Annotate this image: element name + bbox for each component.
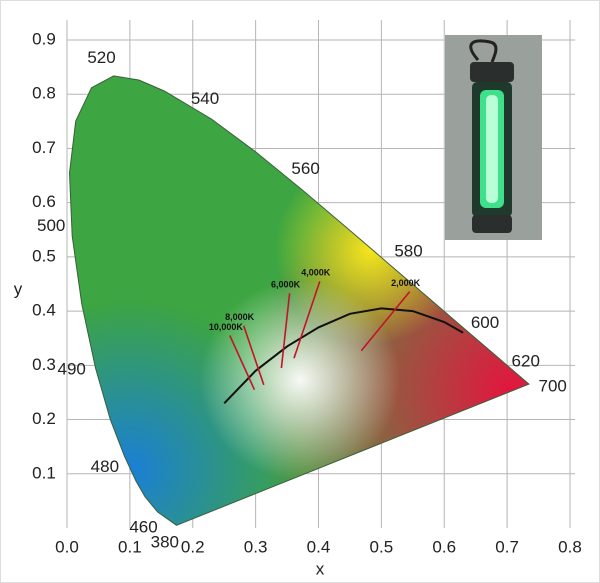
wavelength-label: 520	[87, 48, 115, 67]
x-tick-label: 0.1	[118, 537, 142, 556]
y-tick-label: 0.7	[32, 138, 56, 157]
y-tick-label: 0.4	[32, 301, 56, 320]
x-tick-label: 0.0	[55, 537, 79, 556]
y-tick-label: 0.2	[32, 409, 56, 428]
y-tick-label: 0.6	[32, 192, 56, 211]
isotherm-label: 10,000K	[209, 322, 244, 332]
photo-glow	[486, 95, 498, 203]
y-tick-label: 0.3	[32, 355, 56, 374]
y-tick-label: 0.5	[32, 246, 56, 265]
y-axis-label: y	[14, 279, 23, 298]
y-tick-label: 0.9	[32, 29, 56, 48]
x-tick-label: 0.2	[181, 537, 205, 556]
y-tick-label: 0.1	[32, 463, 56, 482]
chart: 38046048049050052054056058060062070010,0…	[0, 0, 600, 583]
wavelength-label: 500	[37, 216, 65, 235]
isotherm-label: 8,000K	[225, 312, 255, 322]
x-axis-label: x	[316, 559, 325, 578]
wavelength-label: 700	[539, 376, 567, 395]
wavelength-label: 490	[57, 360, 85, 379]
isotherm-label: 2,000K	[391, 278, 421, 288]
wavelength-label: 620	[512, 351, 540, 370]
x-tick-label: 0.6	[432, 537, 456, 556]
x-tick-label: 0.4	[307, 537, 331, 556]
isotherm-label: 6,000K	[271, 280, 301, 290]
wavelength-label: 580	[394, 242, 422, 261]
photo-base	[472, 215, 512, 233]
photo-cap	[470, 62, 514, 82]
wavelength-label: 600	[471, 313, 499, 332]
photo-inset	[445, 35, 542, 240]
wavelength-label: 460	[129, 518, 157, 537]
wavelength-label: 560	[291, 159, 319, 178]
x-tick-label: 0.8	[558, 537, 582, 556]
wavelength-label: 540	[191, 89, 219, 108]
y-tick-label: 0.8	[32, 84, 56, 103]
wavelength-label: 480	[91, 457, 119, 476]
isotherm-label: 4,000K	[301, 268, 331, 278]
x-tick-label: 0.5	[370, 537, 394, 556]
x-tick-label: 0.7	[495, 537, 519, 556]
x-tick-label: 0.3	[244, 537, 268, 556]
